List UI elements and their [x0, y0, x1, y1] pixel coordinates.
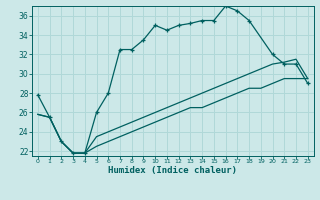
X-axis label: Humidex (Indice chaleur): Humidex (Indice chaleur) [108, 166, 237, 175]
